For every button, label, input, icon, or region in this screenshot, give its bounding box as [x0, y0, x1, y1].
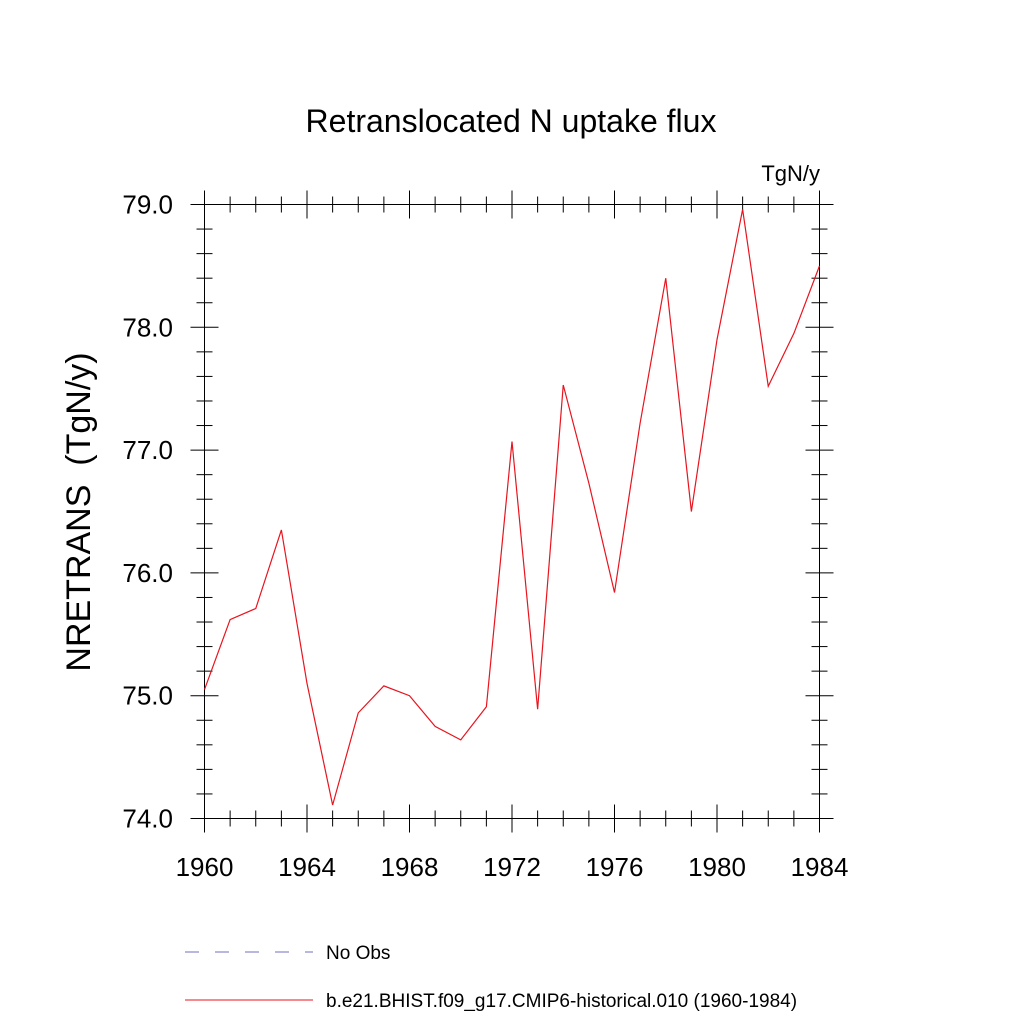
plot-frame — [204, 204, 820, 819]
series-line-1 — [203, 209, 821, 806]
legend-label-0: No Obs — [326, 943, 390, 964]
y-axis-label: NRETRANS (TgN/y) — [60, 352, 98, 671]
legend: No Obs b.e21.BHIST.f09_g17.CMIP6-historic… — [185, 943, 797, 1012]
x-tick-label-1976: 1976 — [586, 852, 644, 882]
chart-title: Retranslocated N uptake flux — [306, 103, 717, 139]
x-tick-label-1984: 1984 — [791, 852, 849, 882]
units-label: TgN/y — [761, 161, 820, 186]
y-tick-label-77.0: 77.0 — [122, 435, 173, 465]
y-tick-label-74.0: 74.0 — [122, 804, 173, 834]
axis-tick-labels: 1960 1964 1968 1972 1976 1980 1984 74.0 75.0 76.0… — [122, 190, 848, 883]
series-layer — [203, 209, 821, 806]
y-tick-label-75.0: 75.0 — [122, 681, 173, 711]
axis-ticks — [190, 190, 834, 833]
x-tick-label-1972: 1972 — [483, 852, 541, 882]
y-tick-label-79.0: 79.0 — [122, 190, 173, 220]
x-tick-label-1960: 1960 — [176, 852, 234, 882]
y-tick-label-76.0: 76.0 — [122, 558, 173, 588]
x-tick-label-1968: 1968 — [381, 852, 439, 882]
x-tick-label-1964: 1964 — [278, 852, 336, 882]
y-tick-label-78.0: 78.0 — [122, 312, 173, 342]
x-tick-label-1980: 1980 — [688, 852, 746, 882]
legend-label-1: b.e21.BHIST.f09_g17.CMIP6-historical.010… — [326, 991, 797, 1012]
